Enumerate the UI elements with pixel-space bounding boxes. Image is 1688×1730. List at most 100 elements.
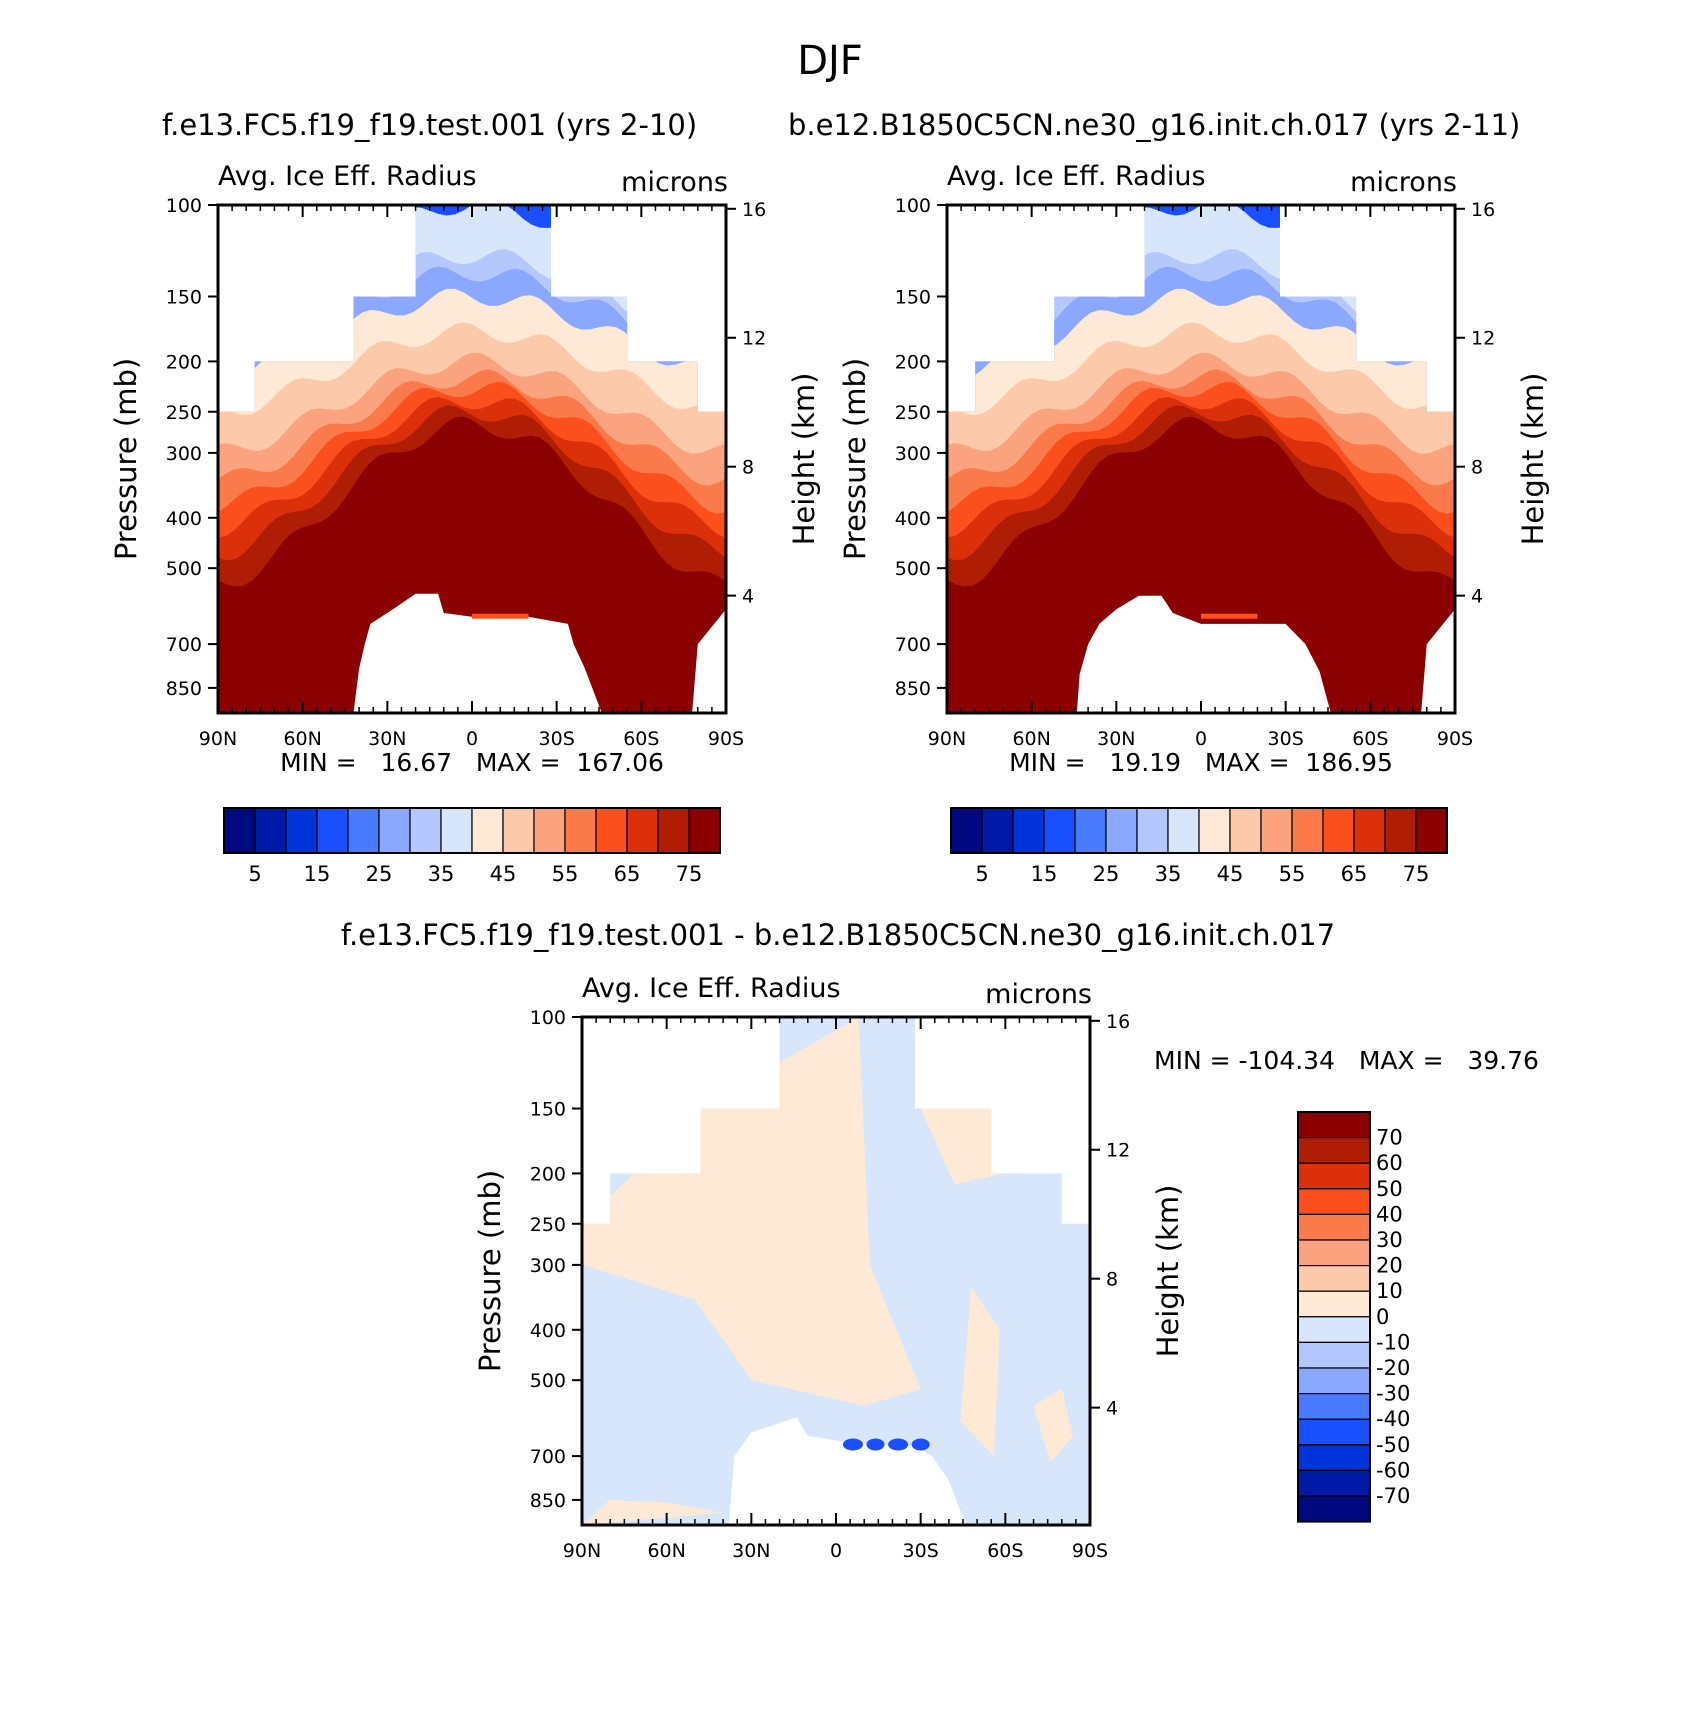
colorbar-box	[1198, 807, 1231, 854]
x-tick-label: 90N	[928, 728, 966, 750]
y-tick-label: 500	[166, 558, 202, 580]
colorbar-box	[378, 807, 411, 854]
colorbar-box	[688, 807, 721, 854]
colorbar-label: 5	[248, 862, 261, 886]
y2-tick-label: 16	[1471, 199, 1495, 221]
colorbar-label: 45	[490, 862, 517, 886]
contour-band	[1033, 1389, 1074, 1463]
colorbar-label: 35	[428, 862, 455, 886]
contour-band	[582, 1017, 921, 1406]
negative-spot	[842, 1438, 863, 1451]
negative-spot	[866, 1438, 885, 1451]
colorbar-label: 15	[1031, 862, 1058, 886]
field-area	[582, 1017, 1090, 1525]
colorbar-box	[1353, 807, 1386, 854]
min-max-label: MIN = 19.19 MAX = 186.95	[1009, 748, 1393, 777]
panel-3-case-title: f.e13.FC5.f19_f19.test.001 - b.e12.B1850…	[340, 918, 1336, 952]
y-tick-label: 850	[166, 678, 202, 700]
y2-tick-label: 16	[1106, 1011, 1130, 1033]
colorbar-box	[564, 807, 597, 854]
colorbar-box	[1297, 1239, 1371, 1267]
colorbar-box	[1297, 1495, 1371, 1523]
colorbar-box	[254, 807, 287, 854]
colorbar-box	[1384, 807, 1417, 854]
y2-axis-label: Height (km)	[1151, 1185, 1185, 1358]
colorbar-label: 25	[366, 862, 393, 886]
y-tick-label: 200	[895, 351, 931, 373]
y2-tick-label: 8	[1471, 457, 1483, 479]
colorbar-box	[1229, 807, 1262, 854]
min-max-label: MIN = 16.67 MAX = 167.06	[280, 748, 664, 777]
colorbar-box	[1074, 807, 1107, 854]
colorbar-frame	[223, 807, 721, 854]
x-tick-label: 90N	[199, 728, 237, 750]
contour-band	[920, 1108, 1006, 1185]
colorbar-box	[1260, 807, 1293, 854]
x-tick-label: 30S	[539, 728, 575, 750]
y2-tick-label: 12	[1471, 328, 1495, 350]
missing-data-region	[728, 1417, 966, 1525]
y2-tick-label: 4	[1106, 1398, 1118, 1420]
fringe	[1201, 613, 1258, 619]
colorbar-box	[1297, 1469, 1371, 1497]
x-tick-label: 60N	[647, 1540, 685, 1562]
x-tick-label: 60N	[283, 728, 321, 750]
colorbar-label: 55	[552, 862, 579, 886]
colorbar-box	[1297, 1290, 1371, 1318]
x-tick-label: 90S	[1437, 728, 1473, 750]
colorbar-label: 25	[1093, 862, 1120, 886]
y-tick-label: 500	[895, 558, 931, 580]
negative-spot	[888, 1438, 909, 1451]
missing-data-region	[692, 609, 726, 713]
y-tick-label: 300	[166, 443, 202, 465]
colorbar-box	[657, 807, 690, 854]
y2-tick-label: 8	[742, 457, 754, 479]
colorbar-box	[981, 807, 1014, 854]
y-tick-label: 850	[895, 678, 931, 700]
colorbar-box	[626, 807, 659, 854]
x-tick-label: 60S	[623, 728, 659, 750]
colorbar-label: 65	[1341, 862, 1368, 886]
y-tick-label: 150	[895, 286, 931, 308]
x-tick-label: 30N	[732, 1540, 770, 1562]
panel-2-colorbar: 5 15 25 35 45 55 65 75	[950, 807, 1448, 886]
colorbar-label: 35	[1155, 862, 1182, 886]
y-tick-label: 700	[895, 634, 931, 656]
y-tick-label: 150	[530, 1098, 566, 1120]
y-tick-label: 400	[166, 508, 202, 530]
colorbar-box	[1297, 1111, 1371, 1139]
x-tick-label: 90N	[563, 1540, 601, 1562]
colorbar-label: 10	[1376, 1279, 1403, 1303]
colorbar-label: -10	[1376, 1330, 1410, 1354]
panel-3-difference-plot: 90N 60N 30N 0 30S 60S 90S100150200250300400500…	[473, 973, 1539, 1562]
colorbar-box	[223, 807, 256, 854]
colorbar-label: 45	[1217, 862, 1244, 886]
colorbar-box	[533, 807, 566, 854]
y-tick-label: 700	[530, 1446, 566, 1468]
colorbar-box	[316, 807, 349, 854]
y-tick-label: 150	[166, 286, 202, 308]
colorbar-box	[1297, 1418, 1371, 1446]
y-axis-label: Pressure (mb)	[109, 358, 143, 560]
contour-band	[947, 416, 1455, 713]
colorbar-box	[1297, 1162, 1371, 1190]
y2-tick-label: 8	[1106, 1269, 1118, 1291]
y-tick-label: 400	[895, 508, 931, 530]
y-tick-label: 100	[166, 195, 202, 217]
x-tick-label: 60N	[1012, 728, 1050, 750]
colorbar-box	[1167, 807, 1200, 854]
x-tick-label: 30N	[368, 728, 406, 750]
y-tick-label: 300	[895, 443, 931, 465]
colorbar-box	[1105, 807, 1138, 854]
y-tick-label: 100	[530, 1007, 566, 1029]
panel-1-case-title: f.e13.FC5.f19_f19.test.001 (yrs 2-10)	[162, 108, 698, 142]
panel-1-contour-plot: 90N 60N 30N 0 30S 60S 90S 100 150 200 250 300 400 500…	[109, 161, 821, 777]
colorbar-frame	[1297, 1111, 1371, 1523]
colorbar-box	[1297, 1188, 1371, 1216]
colorbar-box	[1297, 1136, 1371, 1164]
x-tick-label: 60S	[987, 1540, 1023, 1562]
colorbar-box	[1291, 807, 1324, 854]
y-tick-label: 700	[166, 634, 202, 656]
y2-tick-label: 12	[1106, 1140, 1130, 1162]
